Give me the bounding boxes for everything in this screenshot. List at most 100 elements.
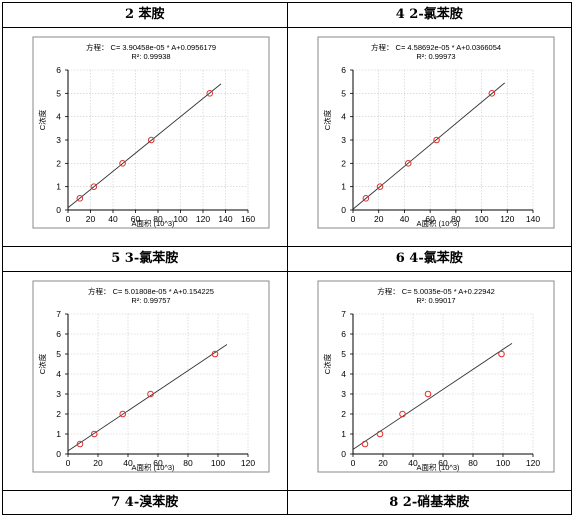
y-tick-label: 3 [56, 389, 61, 399]
y-tick-label: 2 [56, 158, 61, 168]
y-tick-label: 5 [341, 88, 346, 98]
y-axis-label: C浓度 [322, 109, 332, 130]
x-tick-label: 80 [183, 458, 193, 468]
x-tick-label: 80 [468, 458, 478, 468]
equation-text: 方程： C= 5.0035e-05 * A+0.22942 [377, 286, 495, 296]
data-point [90, 430, 98, 438]
data-point [90, 183, 98, 190]
header-label: 7 4-溴苯胺 [111, 495, 179, 510]
x-tick-label: 120 [241, 458, 255, 468]
y-tick-label: 4 [56, 369, 61, 379]
data-point [147, 390, 154, 398]
y-tick-label: 3 [341, 135, 346, 145]
y-tick-label: 6 [341, 329, 346, 339]
header-label: 6 4-氯苯胺 [395, 251, 463, 266]
data-point [119, 410, 127, 418]
data-point [362, 195, 369, 202]
data-point [76, 195, 84, 202]
r-squared-text: R²: 0.99757 [131, 296, 170, 305]
y-tick-label: 2 [341, 409, 346, 419]
y-tick-label: 5 [341, 349, 346, 359]
y-axis-label: C浓度 [37, 109, 47, 130]
x-tick-label: 0 [350, 458, 355, 468]
data-point [361, 440, 368, 448]
chart-cell-3-chloroaniline: 方程： C= 5.01808e-05 * A+0.154225 R²: 0.997… [2, 271, 288, 491]
equation-text: 方程： C= 5.01808e-05 * A+0.154225 [88, 286, 214, 296]
x-axis-label: A面积 (10^3) [131, 218, 175, 228]
x-tick-label: 100 [173, 214, 187, 224]
x-tick-label: 20 [86, 214, 96, 224]
x-tick-label: 80 [451, 214, 461, 224]
x-tick-label: 120 [500, 214, 514, 224]
r-squared-text: R²: 0.99973 [416, 52, 455, 61]
regression-line [352, 342, 512, 450]
data-point [119, 160, 126, 167]
y-tick-label: 0 [341, 449, 346, 459]
data-point [147, 136, 155, 144]
x-tick-label: 40 [399, 214, 409, 224]
chart-cell-4-chloroaniline: 方程： C= 5.0035e-05 * A+0.22942 R²: 0.99017… [286, 271, 572, 491]
y-tick-label: 3 [56, 135, 61, 145]
x-tick-label: 60 [131, 214, 141, 224]
data-point [376, 183, 383, 190]
y-tick-label: 1 [341, 182, 346, 192]
x-tick-label: 100 [495, 458, 509, 468]
y-tick-label: 6 [341, 65, 346, 75]
data-point [488, 90, 495, 97]
chart-frame [32, 280, 270, 473]
y-tick-label: 5 [56, 349, 61, 359]
x-tick-label: 0 [66, 214, 71, 224]
regression-line [352, 82, 505, 210]
header-4-bromoaniline: 7 4-溴苯胺 [2, 490, 288, 515]
r-squared-text: R²: 0.99938 [131, 52, 170, 61]
x-tick-label: 40 [123, 458, 133, 468]
y-tick-label: 0 [56, 205, 61, 215]
data-point [206, 90, 214, 97]
header-4-chloroaniline: 6 4-氯苯胺 [286, 246, 572, 272]
chart-frame [32, 36, 270, 229]
y-tick-label: 4 [341, 112, 346, 122]
x-tick-label: 60 [425, 214, 435, 224]
y-tick-label: 0 [341, 205, 346, 215]
header-label: 4 2-氯苯胺 [395, 7, 463, 22]
chart-frame [317, 280, 554, 473]
y-tick-label: 2 [56, 409, 61, 419]
x-tick-label: 80 [153, 214, 163, 224]
x-tick-label: 140 [525, 214, 539, 224]
y-tick-label: 1 [341, 429, 346, 439]
regression-line [67, 344, 228, 452]
x-tick-label: 40 [408, 458, 418, 468]
x-axis-label: A面积 (10^3) [416, 218, 460, 228]
equation-text: 方程： C= 4.58692e-05 * A+0.0366054 [370, 42, 500, 52]
header-aniline: 2 苯胺 [2, 2, 288, 28]
x-tick-label: 20 [373, 214, 383, 224]
data-point [404, 160, 412, 167]
x-axis-label: A面积 (10^3) [131, 462, 175, 472]
header-2-nitroaniline: 8 2-硝基苯胺 [286, 490, 572, 515]
x-axis-label: A面积 (10^3) [416, 462, 460, 472]
y-tick-label: 6 [56, 65, 61, 75]
y-tick-label: 2 [341, 158, 346, 168]
header-2-chloroaniline: 4 2-氯苯胺 [286, 2, 572, 28]
chart-cell-2-chloroaniline: 方程： C= 4.58692e-05 * A+0.0366054 R²: 0.99… [286, 27, 572, 247]
x-tick-label: 120 [196, 214, 210, 224]
data-point [376, 430, 383, 438]
chart-frame [317, 36, 554, 229]
header-3-chloroaniline: 5 3-氯苯胺 [2, 246, 288, 272]
y-tick-label: 5 [56, 88, 61, 98]
y-tick-label: 4 [341, 369, 346, 379]
r-squared-text: R²: 0.99017 [416, 296, 455, 305]
y-tick-label: 7 [341, 309, 346, 319]
x-tick-label: 100 [211, 458, 225, 468]
y-tick-label: 6 [56, 329, 61, 339]
data-point [211, 350, 219, 358]
y-tick-label: 7 [56, 309, 61, 319]
x-tick-label: 20 [93, 458, 103, 468]
regression-line [67, 83, 222, 209]
header-label: 2 苯胺 [124, 7, 165, 22]
